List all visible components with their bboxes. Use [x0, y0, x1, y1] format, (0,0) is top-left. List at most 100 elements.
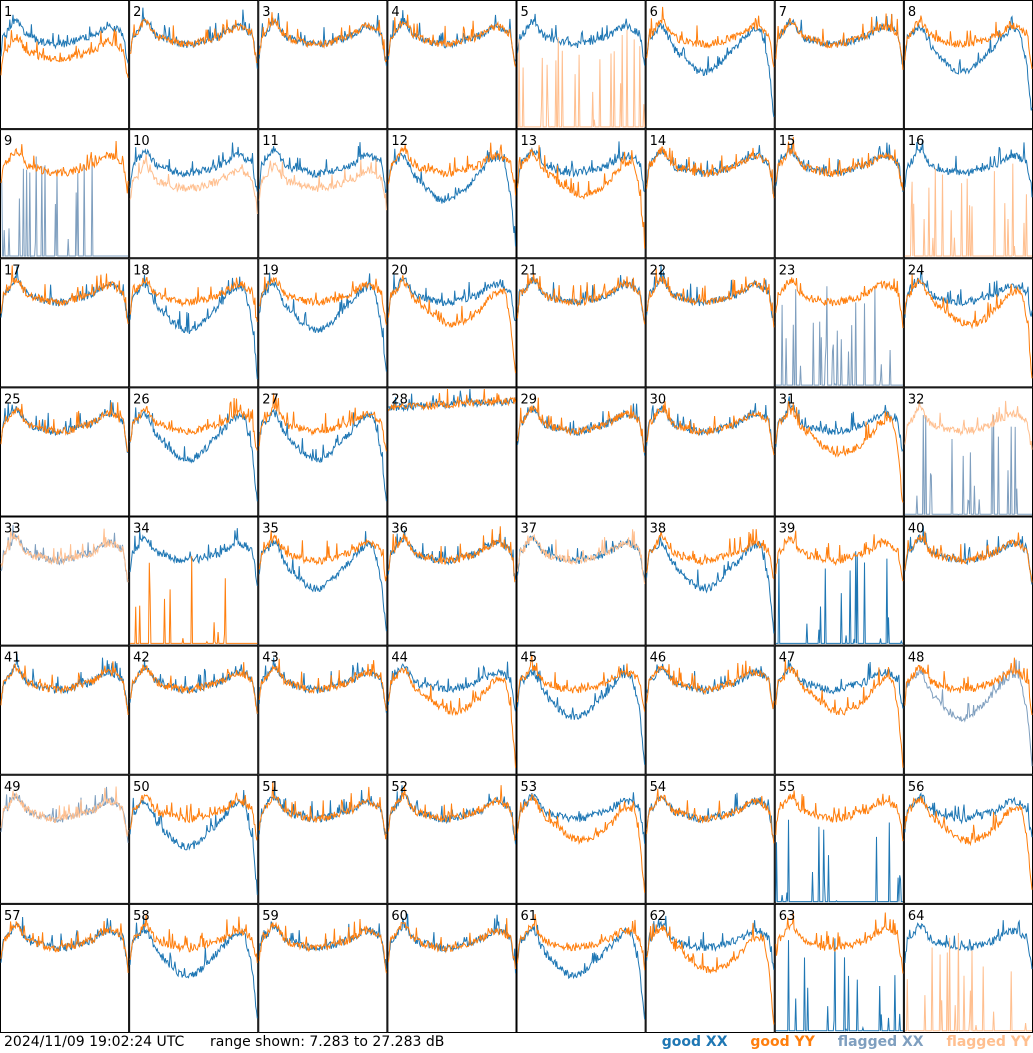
panel-label: 23	[779, 263, 796, 278]
panel-38: 38	[645, 516, 775, 646]
series-yy-line	[387, 526, 516, 583]
series-xx-line	[0, 653, 129, 713]
panel-15: 15	[774, 129, 904, 259]
panel-11: 11	[258, 129, 388, 259]
panel-41: 41	[0, 645, 130, 775]
panel-label: 29	[521, 392, 538, 407]
panel-label: 2	[133, 5, 141, 20]
panel-label: 28	[391, 392, 408, 407]
series-xx-line	[904, 659, 1033, 767]
panel-label: 20	[391, 263, 408, 278]
series-xx-line	[258, 408, 387, 502]
panel-3: 3	[258, 0, 388, 130]
panel-label: 48	[908, 651, 925, 666]
series-yy-line	[258, 276, 387, 326]
panel-label: 24	[908, 263, 925, 278]
legend-flagged-xx: flagged XX	[837, 1034, 924, 1050]
panel-frame	[903, 645, 1033, 775]
series-xx-line	[129, 916, 258, 1019]
panel-28: 28	[387, 387, 517, 517]
panel-label: 63	[779, 909, 796, 924]
panel-4: 4	[387, 0, 517, 130]
panel-44: 44	[387, 645, 517, 775]
panel-frame	[645, 0, 775, 130]
series-yy-line	[387, 388, 516, 412]
series-xx-line	[387, 661, 516, 712]
panel-label: 41	[4, 651, 21, 666]
panel-64: 64	[903, 903, 1033, 1033]
panel-label: 6	[650, 5, 658, 20]
series-yy-line	[258, 530, 387, 582]
panel-frame	[129, 645, 259, 775]
panel-frame	[774, 774, 904, 904]
panel-51: 51	[258, 774, 388, 904]
panel-label: 38	[650, 522, 667, 537]
panel-frame	[516, 516, 646, 646]
panel-34: 34	[129, 516, 259, 646]
panel-label: 9	[4, 134, 12, 149]
panel-frame	[774, 903, 904, 1033]
series-yy-line	[0, 786, 129, 837]
range-text: range shown: 7.283 to 27.283 dB	[210, 1034, 445, 1050]
panel-12: 12	[387, 129, 517, 259]
panel-label: 26	[133, 392, 150, 407]
panel-36: 36	[387, 516, 517, 646]
panel-frame	[774, 0, 904, 130]
series-yy-line	[129, 276, 258, 323]
panel-label: 13	[521, 134, 538, 149]
panel-61: 61	[516, 903, 646, 1033]
panel-35: 35	[258, 516, 388, 646]
series-yy-line	[517, 273, 646, 325]
panel-label: 44	[391, 651, 408, 666]
series-yy-line	[387, 918, 516, 970]
panel-5: 5	[516, 0, 646, 130]
series-yy-line	[387, 142, 516, 196]
series-yy-line	[904, 531, 1033, 583]
panel-54: 54	[645, 774, 775, 904]
panel-label: 60	[391, 909, 408, 924]
panel-label: 37	[521, 522, 538, 537]
panel-label: 18	[133, 263, 150, 278]
series-yy-line	[517, 914, 646, 971]
panel-frame	[516, 0, 646, 130]
series-yy-line	[775, 659, 904, 768]
series-yy-line	[129, 154, 258, 215]
panel-27: 27	[258, 387, 388, 517]
footer: 2024/11/09 19:02:24 UTC range shown: 7.2…	[0, 1033, 1033, 1053]
series-xx-line	[129, 789, 258, 895]
series-yy-line	[387, 667, 516, 768]
series-yy-line	[517, 29, 646, 128]
panel-label: 46	[650, 651, 667, 666]
panel-frame	[387, 129, 517, 259]
panel-label: 1	[4, 5, 12, 20]
series-yy-line	[646, 268, 775, 328]
panel-label: 51	[262, 780, 279, 795]
panel-frame	[903, 0, 1033, 130]
series-yy-line	[387, 14, 516, 68]
panel-label: 22	[650, 263, 667, 278]
series-yy-line	[258, 658, 387, 711]
panel-label: 17	[4, 263, 21, 278]
panel-label: 59	[262, 909, 279, 924]
series-yy-line	[646, 922, 775, 1025]
panel-40: 40	[903, 516, 1033, 646]
panel-24: 24	[903, 258, 1033, 388]
panel-label: 64	[908, 909, 925, 924]
series-yy-line	[0, 29, 129, 78]
series-yy-line	[904, 399, 1033, 450]
series-yy-line	[775, 136, 904, 191]
panel-63: 63	[774, 903, 904, 1033]
panel-frame	[258, 129, 388, 259]
series-yy-line	[0, 920, 129, 973]
panel-label: 61	[521, 909, 538, 924]
panel-label: 32	[908, 392, 925, 407]
panel-19: 19	[258, 258, 388, 388]
panel-label: 27	[262, 392, 279, 407]
panel-frame	[258, 258, 388, 388]
panel-label: 58	[133, 909, 150, 924]
panel-label: 7	[779, 5, 787, 20]
series-xx-line	[0, 916, 129, 969]
panel-label: 62	[650, 909, 667, 924]
panel-16: 16	[903, 129, 1033, 259]
panel-label: 45	[521, 651, 538, 666]
